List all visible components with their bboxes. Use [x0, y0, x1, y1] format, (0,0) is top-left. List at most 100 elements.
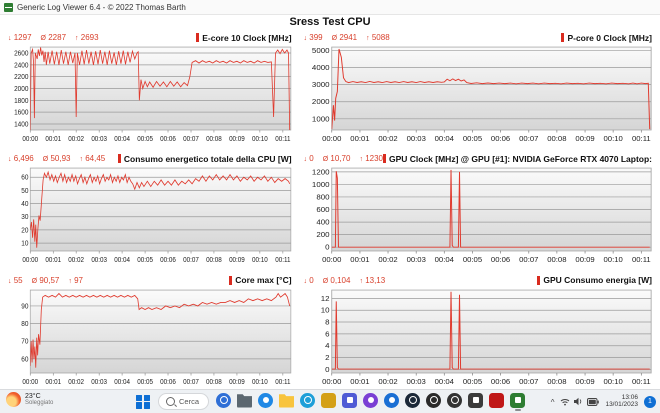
svg-text:00:01: 00:01 [45, 136, 61, 143]
svg-text:1800: 1800 [14, 98, 29, 105]
svg-text:0: 0 [325, 365, 329, 374]
chart-plot[interactable]: 0 2 4 6 8 10 12 00:00 00:01 00:02 00:03 00:04 00:05 0… [302, 287, 654, 388]
svg-text:00:04: 00:04 [114, 257, 130, 264]
teams-app-icon[interactable] [342, 392, 357, 411]
chart-grid: ↓ 1297 Ø 2287 ↑ 2693 E-core 10 Clock [MH… [6, 31, 654, 388]
max-icon: ↑ [366, 35, 370, 42]
svg-text:00:06: 00:06 [490, 134, 509, 143]
folder-app-icon[interactable] [279, 393, 294, 411]
file-explorer-icon[interactable] [237, 393, 252, 411]
clock-app-icon[interactable] [216, 392, 231, 411]
svg-text:00:02: 00:02 [378, 256, 397, 265]
tray-status-icons[interactable] [560, 397, 600, 406]
chat-app-icon[interactable] [258, 392, 273, 411]
svg-text:00:05: 00:05 [137, 136, 153, 143]
stats-row: ↓ 0 Ø 0,104 ↑ 13,13 [304, 276, 386, 285]
cup-app-icon[interactable] [321, 392, 336, 411]
svg-text:10: 10 [320, 306, 329, 315]
svg-text:00:02: 00:02 [378, 134, 397, 143]
svg-text:00:06: 00:06 [160, 379, 176, 386]
panel-pcore-clock: ↓ 399 Ø 2941 ↑ 5088 P-core 0 Clock [MHz]… [302, 31, 654, 145]
purple-app-icon[interactable] [363, 392, 378, 411]
max-stat: ↑ 97 [68, 275, 83, 285]
svg-text:2400: 2400 [14, 62, 29, 69]
avg-stat: Ø 2287 [40, 33, 67, 42]
min-stat: ↓ 0 [303, 154, 314, 164]
min-stat: ↓ 55 [8, 275, 23, 285]
svg-text:00:10: 00:10 [603, 134, 622, 143]
chart-plot[interactable]: 0 200 400 600 800 1000 1200 00:00 00:01 00:02 00:0… [302, 165, 654, 266]
target-app-icon[interactable] [447, 392, 462, 411]
svg-text:4: 4 [325, 341, 330, 350]
min-stat: ↓ 6,496 [8, 154, 34, 164]
chart-plot[interactable]: 1000 2000 3000 4000 5000 00:00 00:01 00:02 00:03… [302, 44, 654, 145]
max-stat: ↑ 2693 [75, 33, 99, 42]
avg-icon: Ø [31, 277, 38, 285]
notification-badge[interactable]: 1 [644, 395, 656, 408]
panel-core-temp: ↓ 55 Ø 90,57 ↑ 97 Core max [°C] 60 70 80 90… [6, 274, 294, 388]
search-box[interactable]: Cerca [157, 393, 209, 410]
chart-title: P-core 0 Clock [MHz] [561, 33, 652, 43]
chart-plot[interactable]: 60 70 80 90 00:00 00:01 00:02 00:03 00:04 00:05 00… [6, 287, 294, 388]
svg-text:00:09: 00:09 [575, 377, 594, 386]
edge-browser-icon[interactable] [300, 392, 315, 411]
svg-text:800: 800 [316, 193, 329, 202]
clock[interactable]: 13:06 13/01/2023 [605, 394, 638, 409]
svg-text:00:00: 00:00 [322, 377, 341, 386]
svg-text:00:11: 00:11 [275, 136, 290, 143]
stats-row: ↓ 1297 Ø 2287 ↑ 2693 [8, 33, 99, 42]
app-logo-icon [4, 2, 13, 12]
chart-plot[interactable]: 10 20 30 40 50 60 00:00 00:01 00:02 00:03 00:04 00:… [6, 165, 294, 266]
svg-text:70: 70 [21, 338, 28, 345]
chart-plot[interactable]: 1400 1600 1800 2000 2200 2400 2600 00:00 00:01 00… [6, 44, 294, 145]
svg-text:00:05: 00:05 [462, 134, 481, 143]
svg-text:1600: 1600 [14, 109, 29, 116]
stats-row: ↓ 399 Ø 2941 ↑ 5088 [304, 33, 390, 42]
svg-text:5000: 5000 [311, 46, 329, 55]
svg-text:00:00: 00:00 [322, 134, 341, 143]
max-stat: ↑ 5088 [366, 33, 390, 42]
svg-text:00:10: 00:10 [603, 256, 622, 265]
blue-app-icon[interactable] [384, 392, 399, 411]
svg-text:00:09: 00:09 [575, 134, 594, 143]
generic-log-viewer-icon[interactable] [510, 392, 525, 411]
series-marker-icon [229, 275, 233, 285]
svg-text:00:06: 00:06 [160, 257, 176, 264]
panel-gpu-clock: ↓ 0 Ø 10,70 ↑ 1230 GPU Clock [MHz] @ GPU… [302, 152, 654, 266]
max-stat: ↑ 13,13 [359, 275, 386, 285]
svg-text:00:07: 00:07 [183, 257, 199, 264]
max-stat: ↑ 1230 [359, 154, 383, 164]
avg-icon: Ø [322, 277, 329, 285]
window-titlebar: Generic Log Viewer 6.4 - © 2022 Thomas B… [0, 0, 660, 15]
svg-text:00:08: 00:08 [547, 134, 566, 143]
svg-text:00:01: 00:01 [45, 379, 61, 386]
svg-text:2600: 2600 [14, 50, 29, 57]
svg-text:00:06: 00:06 [490, 377, 509, 386]
chevron-up-icon[interactable]: ^ [550, 398, 555, 407]
weather-sun-icon [6, 392, 21, 407]
calculator-app-icon[interactable] [468, 392, 483, 411]
dark-app-icon[interactable] [426, 392, 441, 411]
steam-icon[interactable] [405, 392, 420, 411]
weather-widget[interactable]: 23°C Soleggiato [6, 392, 53, 407]
red-app-icon[interactable] [489, 392, 504, 411]
svg-text:1000: 1000 [311, 180, 329, 189]
svg-text:3000: 3000 [311, 80, 329, 89]
svg-text:00:01: 00:01 [45, 257, 61, 264]
svg-text:00:11: 00:11 [632, 134, 651, 143]
panel-header: ↓ 1297 Ø 2287 ↑ 2693 E-core 10 Clock [MH… [6, 31, 294, 44]
svg-text:00:06: 00:06 [160, 136, 176, 143]
avg-icon: Ø [40, 35, 46, 42]
start-button[interactable] [135, 394, 151, 410]
panel-cpu-power: ↓ 6,496 Ø 50,93 ↑ 64,45 Consumo energeti… [6, 152, 294, 266]
panel-header: ↓ 399 Ø 2941 ↑ 5088 P-core 0 Clock [MHz] [302, 31, 654, 44]
svg-text:400: 400 [316, 218, 329, 227]
series-marker-icon [561, 33, 565, 42]
taskbar-apps [216, 392, 525, 411]
window-title: Generic Log Viewer 6.4 - © 2022 Thomas B… [17, 2, 186, 12]
svg-text:00:03: 00:03 [91, 136, 107, 143]
max-icon: ↑ [79, 156, 83, 164]
avg-icon: Ø [42, 156, 49, 164]
svg-text:20: 20 [21, 227, 28, 234]
svg-text:2000: 2000 [14, 86, 29, 93]
